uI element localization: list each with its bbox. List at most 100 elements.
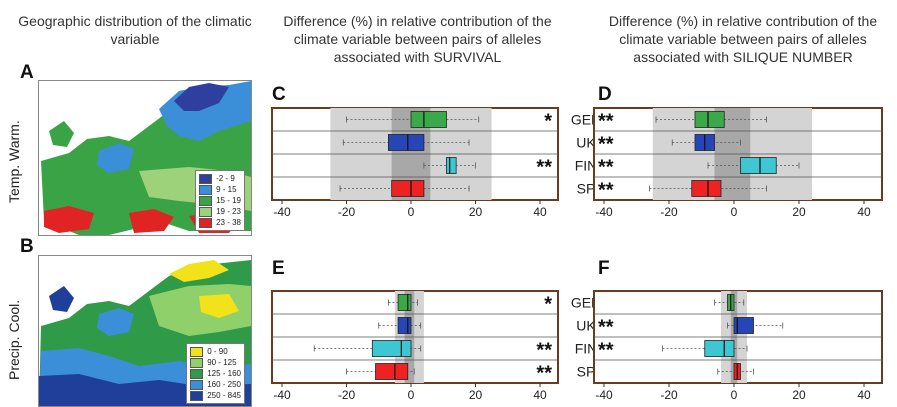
significance-marker: ** (598, 180, 614, 202)
x-tick-label: 0 (408, 388, 415, 402)
legend-swatch (190, 346, 204, 357)
significance-marker: ** (536, 157, 552, 179)
significance-marker: ** (598, 134, 614, 156)
legend-label: 125 - 160 (207, 369, 241, 378)
box-fin (371, 340, 412, 357)
category-label: UK (576, 318, 596, 334)
temperature-legend: -2 - 9 9 - 15 15 - 19 19 - 23 23 - 38 (195, 170, 245, 231)
legend-item: 160 - 250 (190, 379, 241, 390)
panel-letter-a: A (20, 62, 34, 83)
header-survival-column: Difference (%) in relative contribution … (283, 13, 552, 65)
category-label: UK (576, 135, 596, 151)
box-sp (691, 180, 722, 197)
header-silique-column: Difference (%) in relative contribution … (608, 13, 878, 65)
x-tick-label: 20 (792, 388, 806, 402)
x-tick-label: 0 (408, 205, 415, 219)
legend-label: 19 - 23 (216, 207, 241, 216)
legend-item: 9 - 15 (199, 184, 241, 195)
legend-item: 125 - 160 (190, 368, 241, 379)
box-sp (391, 180, 425, 197)
box-fin (740, 157, 777, 174)
boxplot-panel-d: ********-40 -20 0 20 40 (593, 107, 883, 219)
significance-marker: * (544, 111, 552, 133)
legend-swatch (199, 195, 213, 206)
category-label: SP (577, 364, 596, 380)
box-ger (397, 294, 412, 311)
box-ger (694, 111, 725, 128)
x-tick-label: 20 (792, 205, 806, 219)
category-label: GER (571, 295, 596, 311)
row-label-precip: Precip. Cool. (6, 299, 22, 380)
precipitation-legend: 0 - 90 90 - 125 125 - 160 160 - 250 250 … (186, 343, 245, 404)
legend-item: 90 - 125 (190, 357, 241, 368)
box-ger (410, 111, 447, 128)
legend-label: -2 - 9 (216, 174, 235, 183)
legend-item: 23 - 38 (199, 217, 241, 228)
legend-swatch (199, 217, 213, 228)
x-tick-label: -40 (273, 205, 291, 219)
x-tick-label: -20 (660, 388, 678, 402)
significance-marker: ** (598, 317, 614, 339)
x-tick-label: -40 (595, 388, 613, 402)
boxplot-panel-f: **** -40 -20 0 20 40 (593, 290, 883, 402)
box-sp (375, 363, 409, 380)
legend-swatch (190, 379, 204, 390)
x-tick-label: 0 (731, 205, 738, 219)
significance-marker: ** (598, 111, 614, 133)
legend-item: 15 - 19 (199, 195, 241, 206)
category-label: FIN (575, 158, 596, 174)
legend-label: 160 - 250 (207, 380, 241, 389)
x-tick-label: -20 (338, 205, 356, 219)
box-fin (704, 340, 735, 357)
x-tick-label: -40 (595, 205, 613, 219)
box-uk (388, 134, 425, 151)
panel-letter-c: C (272, 84, 286, 105)
box-fin (446, 157, 457, 174)
legend-swatch (199, 206, 213, 217)
significance-marker: * (544, 294, 552, 316)
panel-letter-d: D (598, 84, 612, 105)
legend-label: 15 - 19 (216, 196, 241, 205)
category-label: SP (577, 181, 596, 197)
legend-swatch (190, 390, 204, 401)
legend-label: 0 - 90 (207, 347, 228, 356)
row-label-temp: Temp. Warm. (6, 120, 22, 203)
temperature-map: -2 - 9 9 - 15 15 - 19 19 - 23 23 - 38 (38, 80, 252, 236)
panel-letter-b: B (20, 236, 34, 257)
x-tick-label: 0 (731, 388, 738, 402)
x-tick-label: -40 (273, 388, 291, 402)
category-label: GER (571, 112, 596, 128)
legend-swatch (199, 184, 213, 195)
significance-marker: ** (598, 157, 614, 179)
box-uk (733, 317, 754, 334)
panel-letter-e: E (272, 258, 285, 279)
legend-swatch (190, 368, 204, 379)
x-tick-label: 40 (857, 388, 871, 402)
boxplot-panel-c: GER * UK FIN ** SP -40 -20 0 20 40 (271, 107, 596, 219)
x-tick-label: 40 (533, 205, 547, 219)
x-tick-label: -20 (660, 205, 678, 219)
boxplot-panel-e: GER * UK FIN ** SP ** -40 -20 0 20 40 (271, 290, 596, 402)
legend-item: 19 - 23 (199, 206, 241, 217)
significance-marker: ** (536, 363, 552, 385)
x-tick-label: 20 (469, 388, 483, 402)
legend-label: 250 - 845 (207, 391, 241, 400)
legend-label: 90 - 125 (207, 358, 237, 367)
legend-item: -2 - 9 (199, 173, 241, 184)
legend-label: 23 - 38 (216, 218, 241, 227)
box-uk (397, 317, 412, 334)
legend-swatch (199, 173, 213, 184)
legend-label: 9 - 15 (216, 185, 237, 194)
legend-item: 0 - 90 (190, 346, 241, 357)
significance-marker: ** (598, 340, 614, 362)
category-label: FIN (575, 341, 596, 357)
panel-letter-f: F (598, 258, 610, 279)
x-tick-label: 40 (533, 388, 547, 402)
header-map-column: Geographic distribution of the climatic … (18, 13, 252, 47)
x-tick-label: -20 (338, 388, 356, 402)
significance-marker: ** (536, 340, 552, 362)
legend-swatch (190, 357, 204, 368)
precipitation-map: 0 - 90 90 - 125 125 - 160 160 - 250 250 … (38, 255, 252, 407)
x-tick-label: 40 (857, 205, 871, 219)
x-tick-label: 20 (469, 205, 483, 219)
